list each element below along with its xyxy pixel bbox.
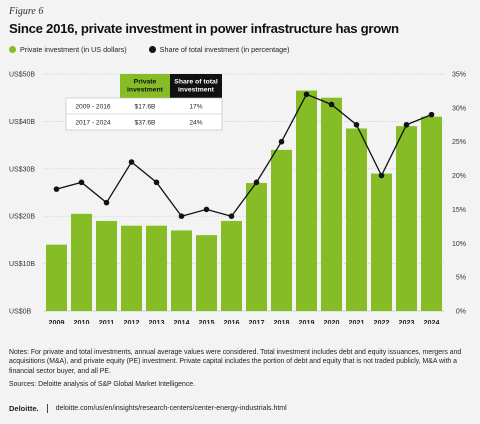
share-point <box>178 213 185 219</box>
bar <box>346 128 367 311</box>
y-right-tick-label: 20% <box>452 173 466 180</box>
y-right-tick-label: 35% <box>452 72 466 79</box>
share-point <box>53 186 60 192</box>
legend-swatch-line <box>148 46 156 53</box>
y-left-tick-label: US$20B <box>9 214 35 221</box>
x-tick-label: 2024 <box>424 318 440 324</box>
sources-text: Sources: Deloitte analysis of S&P Global… <box>9 381 196 389</box>
x-tick-label: 2015 <box>199 318 215 324</box>
x-tick-label: 2023 <box>399 318 415 324</box>
share-point <box>428 111 435 118</box>
table-header-label: Private investment <box>127 79 164 94</box>
legend-label-line: Share of total investment (in percentage… <box>159 45 290 54</box>
x-tick-label: 2013 <box>149 318 165 324</box>
table-cell: 24% <box>189 120 202 127</box>
x-tick-label: 2012 <box>124 318 140 324</box>
share-point <box>378 172 385 179</box>
bar <box>296 90 317 311</box>
y-right-tick-label: 0% <box>456 309 466 316</box>
figure-label: Figure 6 <box>9 6 44 17</box>
table-header-cell <box>170 74 222 98</box>
bar <box>246 183 267 311</box>
share-point <box>78 179 85 186</box>
chart-area: US$0B US$10B US$20B US$30B US$40B US$50B 0% 5% 1… <box>9 72 466 325</box>
x-tick-label: 2009 <box>49 318 65 324</box>
x-tick-label: 2016 <box>224 318 240 324</box>
y-left-tick-label: US$10B <box>9 261 35 268</box>
share-point <box>278 138 285 145</box>
table-header-cell <box>120 74 170 98</box>
y-right-tick-label: 25% <box>452 139 466 146</box>
legend-swatch-bars <box>9 46 16 53</box>
bar <box>121 225 142 311</box>
bar <box>196 235 217 311</box>
brand-logo: Deloitte. <box>9 404 39 413</box>
share-point <box>103 199 110 206</box>
bar <box>171 230 192 311</box>
notes-block: Notes: For private and total investments… <box>9 348 471 390</box>
bar <box>221 220 242 311</box>
x-tick-label: 2010 <box>74 318 90 324</box>
y-left-tick-label: US$40B <box>9 119 35 126</box>
bar <box>321 97 342 311</box>
table-header-label: Share of total investment <box>174 79 218 94</box>
share-point <box>153 179 160 186</box>
x-tick-label: 2017 <box>249 318 265 324</box>
bar <box>71 213 92 311</box>
share-line <box>56 93 432 217</box>
legend-item-bars: Private investment (in US dollars) <box>9 45 127 54</box>
y-left-tick-label: US$50B <box>9 72 35 79</box>
notes-text: Notes: For private and total investments… <box>9 349 462 375</box>
y-right-tick-label: 30% <box>452 105 466 112</box>
bar <box>396 126 417 311</box>
legend-item-line: Share of total investment (in percentage… <box>148 45 290 54</box>
bar <box>421 116 442 311</box>
table-cell: 2017 - 2024 <box>75 120 111 127</box>
chart-title: Since 2016, private investment in power … <box>9 21 399 36</box>
x-tick-label: 2011 <box>99 318 115 324</box>
footer-divider <box>46 404 48 413</box>
bar <box>371 173 392 311</box>
bar <box>271 149 292 311</box>
y-right-tick-label: 10% <box>452 241 466 248</box>
bar <box>146 225 167 311</box>
table-cell: 17% <box>189 104 202 111</box>
share-point <box>203 206 210 213</box>
legend: Private investment (in US dollars) Share… <box>9 45 312 54</box>
share-point <box>128 159 135 165</box>
x-tick-label: 2022 <box>374 318 390 324</box>
footer-url[interactable]: deloitte.com/us/en/insights/research-cen… <box>55 405 287 412</box>
x-tick-label: 2021 <box>349 318 365 324</box>
bar <box>96 220 117 311</box>
x-tick-label: 2014 <box>174 318 190 324</box>
share-point <box>228 213 235 219</box>
share-point <box>353 121 360 128</box>
footer: Deloitte. deloitte.com/us/en/insights/re… <box>9 404 287 413</box>
x-tick-label: 2018 <box>274 318 290 324</box>
table-cell: 2009 - 2016 <box>75 104 111 111</box>
y-right-tick-label: 5% <box>456 275 466 282</box>
legend-label-bars: Private investment (in US dollars) <box>20 45 127 54</box>
share-point <box>328 101 335 108</box>
y-left-tick-label: US$0B <box>9 309 32 316</box>
x-tick-label: 2020 <box>324 318 340 324</box>
x-tick-label: 2019 <box>299 318 315 324</box>
y-right-tick-label: 15% <box>452 207 466 214</box>
y-left-tick-label: US$30B <box>9 166 35 173</box>
table-cell: $17.6B <box>135 104 157 111</box>
table-cell: $37.6B <box>135 120 157 127</box>
share-point <box>253 179 260 186</box>
share-point <box>303 91 310 98</box>
bar <box>46 244 67 311</box>
share-point <box>403 121 410 128</box>
